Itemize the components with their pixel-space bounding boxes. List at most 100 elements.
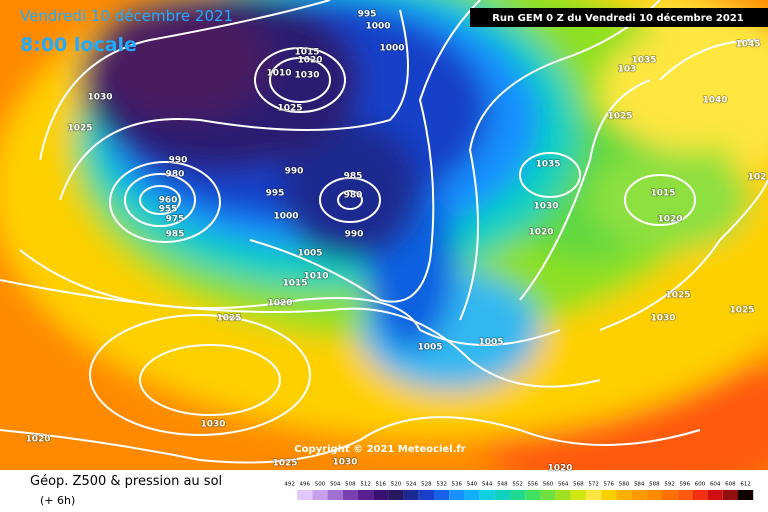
isobar-label: 1020 (547, 464, 572, 474)
scale-label: 492 (284, 482, 295, 488)
scale-swatch (342, 490, 358, 500)
isobar-label: 990 (345, 230, 364, 240)
isobar-label: 1005 (417, 343, 442, 353)
copyright: Copyright © 2021 Meteociel.fr (294, 444, 465, 455)
scale-label: 496 (300, 482, 311, 488)
scale-label: 608 (725, 482, 736, 488)
scale-label: 600 (695, 482, 706, 488)
isobar-label: 1030 (87, 93, 112, 103)
isobar-label: 995 (358, 10, 377, 20)
isobar-label: 1015 (282, 279, 307, 289)
isobar-label: 990 (285, 167, 304, 177)
footer-title: Géop. Z500 & pression au sol (30, 474, 222, 489)
scale-swatch (327, 490, 343, 500)
scale-swatch (601, 490, 617, 500)
isobar-label: 1025 (729, 306, 754, 316)
scale-label: 584 (634, 482, 645, 488)
scale-swatch (722, 490, 738, 500)
isobar-label: 1015 (650, 189, 675, 199)
scale-swatch (616, 490, 632, 500)
scale-swatch (373, 490, 389, 500)
footer-lead: (+ 6h) (40, 494, 75, 507)
isobar-label: 1005 (297, 249, 322, 259)
scale-swatch (692, 490, 708, 500)
isobar-label: 985 (344, 172, 363, 182)
scale-label: 612 (740, 482, 751, 488)
scale-swatch (358, 490, 374, 500)
isobar-label: 1035 (535, 160, 560, 170)
scale-swatch (403, 490, 419, 500)
scale-swatch (282, 490, 298, 500)
scale-swatch (449, 490, 465, 500)
scale-label: 512 (360, 482, 371, 488)
scale-swatch (388, 490, 404, 500)
scale-swatch (662, 490, 678, 500)
time: 8:00 locale (20, 34, 137, 56)
isobar-label: 1025 (665, 291, 690, 301)
scale-label: 532 (436, 482, 447, 488)
isobars (0, 0, 768, 464)
scale-label: 572 (588, 482, 599, 488)
scale-label: 516 (376, 482, 387, 488)
scale-label: 576 (604, 482, 615, 488)
isobar-label: 1020 (657, 215, 682, 225)
scale-swatch (434, 490, 450, 500)
scale-swatch (570, 490, 586, 500)
isobar-label: 1000 (365, 22, 390, 32)
scale-swatch (418, 490, 434, 500)
scale-label: 560 (543, 482, 554, 488)
scale-label: 544 (482, 482, 493, 488)
isobar-label: 1010 (303, 272, 328, 282)
scale-swatch (525, 490, 541, 500)
height-field (0, 0, 768, 470)
scale-swatch (738, 490, 754, 500)
scale-swatch (312, 490, 328, 500)
isobar-label: 1030 (294, 71, 319, 81)
isobar-label: 1025 (216, 314, 241, 324)
scale-swatch (707, 490, 723, 500)
scale-swatch (631, 490, 647, 500)
scale-label: 564 (558, 482, 569, 488)
isobar-label: 980 (344, 191, 363, 201)
isobar-label: 1005 (478, 338, 503, 348)
isobar-label: 1020 (25, 435, 50, 445)
isobar-label: 1045 (735, 40, 760, 50)
isobar-label: 1025 (67, 124, 92, 134)
scale-label: 556 (528, 482, 539, 488)
scale-label: 592 (664, 482, 675, 488)
scale-swatch (510, 490, 526, 500)
isobar-label: 980 (166, 170, 185, 180)
isobar-label: 102 (748, 173, 767, 183)
isobar-label: 1040 (702, 96, 727, 106)
isobar-label: 1020 (297, 56, 322, 66)
isobar-label: 990 (169, 156, 188, 166)
isobar-label: 995 (266, 189, 285, 199)
run-box (470, 8, 768, 27)
scale-label: 536 (452, 482, 463, 488)
isobar-label: 1035 (631, 56, 656, 66)
isobar-label: 1025 (607, 112, 632, 122)
isobar-label: 1030 (533, 202, 558, 212)
isobar-label: 1025 (277, 104, 302, 114)
isobar-label: 1030 (650, 314, 675, 324)
scale-swatch (677, 490, 693, 500)
isobar-label: 1020 (528, 228, 553, 238)
scale-label: 520 (391, 482, 402, 488)
scale-label: 568 (573, 482, 584, 488)
scale-swatch (464, 490, 480, 500)
scale-label: 548 (497, 482, 508, 488)
scale-label: 524 (406, 482, 417, 488)
isobar-label: 1030 (200, 420, 225, 430)
date: Vendredi 10 décembre 2021 (20, 7, 233, 25)
isobar-label: 1010 (266, 69, 291, 79)
color-scale: 492 496 500 504 508 512 516 520 524 528 532 536 540 5… (282, 482, 754, 500)
scale-swatch (646, 490, 662, 500)
isobar-label: 1025 (272, 459, 297, 469)
scale-swatch (494, 490, 510, 500)
scale-swatch (540, 490, 556, 500)
scale-label: 540 (467, 482, 478, 488)
isobar-label: 1030 (332, 458, 357, 468)
scale-swatch (297, 490, 313, 500)
